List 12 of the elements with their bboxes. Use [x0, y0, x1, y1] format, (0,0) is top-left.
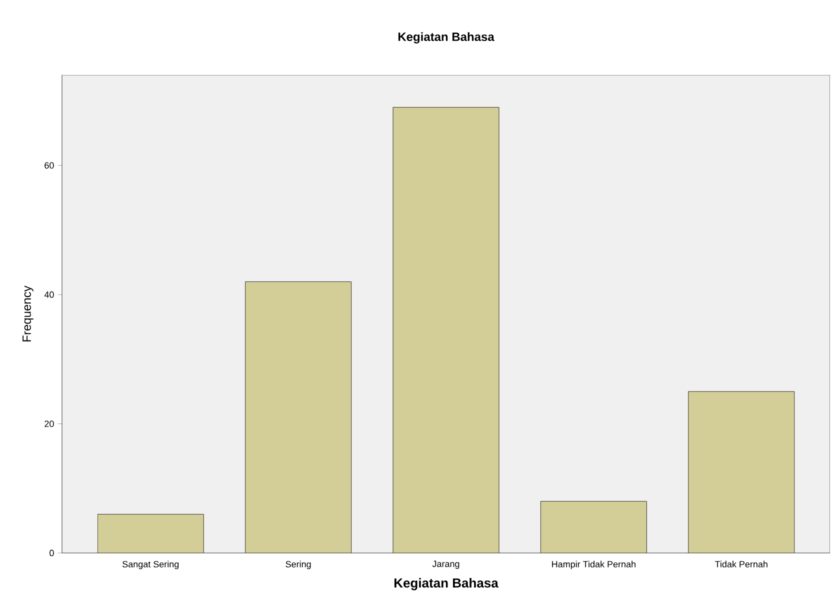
- y-tick-label: 20: [44, 420, 54, 427]
- x-axis-title: Kegiatan Bahasa: [394, 578, 498, 590]
- y-tick-label: 60: [44, 162, 54, 169]
- y-tick-label: 0: [50, 550, 54, 556]
- y-tick-label: 40: [44, 291, 54, 298]
- chart-title: Kegiatan Bahasa: [398, 32, 494, 44]
- x-tick-label: Hampir Tidak Pernah: [552, 560, 636, 570]
- x-tick-label: Sering: [286, 560, 311, 570]
- x-tick-label: Sangat Sering: [122, 560, 179, 570]
- x-tick-label: Tidak Pernah: [714, 560, 768, 568]
- x-tick-label: Jarang: [432, 560, 460, 569]
- y-axis-title: Frequency: [22, 286, 34, 342]
